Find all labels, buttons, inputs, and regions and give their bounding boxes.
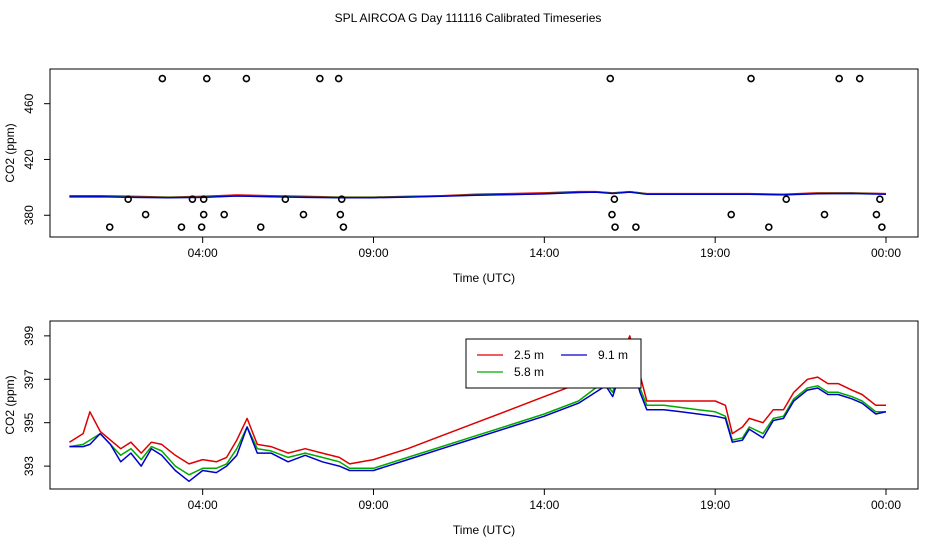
x-tick-label: 04:00 xyxy=(188,498,218,512)
outlier-point xyxy=(878,223,886,231)
legend-label-5-8m: 5.8 m xyxy=(514,365,544,379)
outlier-point xyxy=(334,74,343,83)
x-tick-label: 19:00 xyxy=(700,498,730,512)
bottom-y-axis: 393 395 397 399 xyxy=(22,326,50,476)
outlier-point xyxy=(281,195,290,204)
outlier-point xyxy=(199,210,208,219)
x-tick-label: 14:00 xyxy=(529,498,559,512)
top-y-axis-label: CO2 (ppm) xyxy=(3,123,17,182)
outlier-point xyxy=(158,74,167,83)
legend-box xyxy=(465,338,642,389)
outlier-point xyxy=(876,195,884,204)
outlier-point xyxy=(197,223,206,231)
top-outlier-points xyxy=(105,74,886,231)
outlier-point xyxy=(336,210,345,219)
x-tick-label: 04:00 xyxy=(188,246,218,260)
outlier-point xyxy=(105,223,114,231)
y-tick-label: 393 xyxy=(22,456,36,476)
x-tick-label: 00:00 xyxy=(871,498,901,512)
series-line-9-1-m xyxy=(69,191,887,199)
series-line-9-1-m xyxy=(69,354,887,483)
top-x-axis: 04:00 09:00 14:00 19:00 00:00 xyxy=(188,237,901,260)
x-tick-label: 14:00 xyxy=(529,246,559,260)
outlier-point xyxy=(220,210,228,219)
y-tick-label: 380 xyxy=(22,205,36,225)
outlier-point xyxy=(199,195,208,204)
top-series-group xyxy=(69,190,887,199)
legend: 2.5 m 9.1 m 5.8 m xyxy=(465,338,642,389)
outlier-point xyxy=(188,195,197,204)
bottom-plot-frame xyxy=(49,320,919,490)
y-tick-label: 395 xyxy=(22,412,36,432)
y-tick-label: 399 xyxy=(22,326,36,346)
outlier-point xyxy=(242,74,251,83)
outlier-point xyxy=(765,223,773,231)
outlier-point xyxy=(606,74,615,83)
outlier-point xyxy=(337,195,346,204)
outlier-point xyxy=(141,210,150,219)
outlier-point xyxy=(747,74,755,83)
outlier-point xyxy=(632,223,640,231)
outlier-point xyxy=(820,210,829,219)
x-tick-label: 19:00 xyxy=(700,246,730,260)
y-tick-label: 397 xyxy=(22,369,36,389)
outlier-point xyxy=(727,210,736,219)
top-panel: 04:00 09:00 14:00 19:00 00:00 380 420 460 Time… xyxy=(3,68,919,285)
outlier-point xyxy=(782,195,791,204)
outlier-point xyxy=(124,195,132,204)
x-tick-label: 09:00 xyxy=(358,498,388,512)
outlier-point xyxy=(339,223,348,231)
bottom-x-axis: 04:00 09:00 14:00 19:00 00:00 xyxy=(188,489,901,512)
x-tick-label: 00:00 xyxy=(871,246,901,260)
top-y-axis: 380 420 460 xyxy=(22,93,50,225)
bottom-x-axis-label: Time (UTC) xyxy=(453,523,515,537)
legend-label-9-1m: 9.1 m xyxy=(598,348,628,362)
outlier-point xyxy=(610,195,619,204)
top-plot-frame xyxy=(49,68,919,238)
outlier-point xyxy=(256,223,265,231)
figure-title: SPL AIRCOA G Day 111116 Calibrated Times… xyxy=(335,11,602,25)
outlier-point xyxy=(608,210,616,219)
outlier-point xyxy=(855,74,864,83)
outlier-point xyxy=(835,74,843,83)
outlier-point xyxy=(202,74,211,83)
y-tick-label: 420 xyxy=(22,149,36,169)
y-tick-label: 460 xyxy=(22,93,36,113)
series-line-5-8-m xyxy=(69,356,886,476)
x-tick-label: 09:00 xyxy=(358,246,388,260)
bottom-series-group xyxy=(69,335,887,483)
outlier-point xyxy=(316,74,324,83)
top-x-axis-label: Time (UTC) xyxy=(453,271,515,285)
bottom-y-axis-label: CO2 (ppm) xyxy=(3,375,17,434)
series-line-2-5-m xyxy=(69,335,886,465)
bottom-panel: 04:00 09:00 14:00 19:00 00:00 393 395 397 399 T… xyxy=(3,320,919,537)
legend-label-2-5m: 2.5 m xyxy=(514,348,544,362)
outlier-point xyxy=(299,210,308,219)
outlier-point xyxy=(177,223,186,231)
outlier-point xyxy=(611,223,619,231)
outlier-point xyxy=(872,210,881,219)
